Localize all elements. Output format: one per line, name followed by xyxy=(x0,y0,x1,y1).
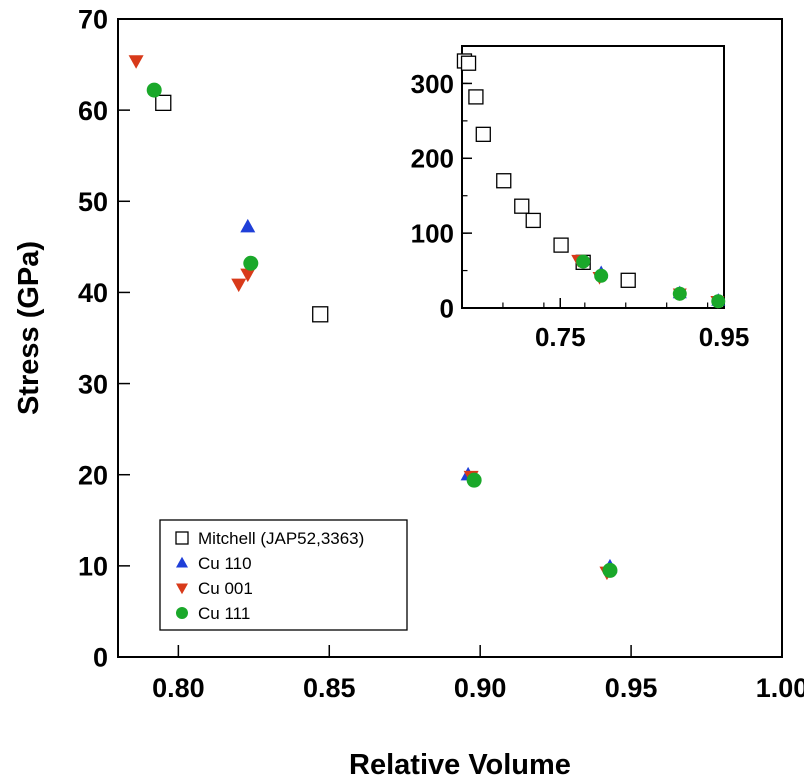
inset-point-cu-111 xyxy=(711,294,726,309)
main-x-tick-label: 0.90 xyxy=(454,673,507,703)
inset-point-mitchell-jap52-3363 xyxy=(553,237,569,253)
main-point-cu-001 xyxy=(240,268,256,283)
main-x-tick-label: 0.85 xyxy=(303,673,356,703)
legend-label-cu-111: Cu 111 xyxy=(198,604,250,623)
inset-y-tick-label: 0 xyxy=(440,293,454,323)
inset-point-mitchell-jap52-3363 xyxy=(525,212,541,229)
main-point-mitchell-jap52-3363 xyxy=(155,94,172,112)
main-y-tick-label: 30 xyxy=(78,369,108,399)
main-y-tick-label: 70 xyxy=(78,5,108,35)
legend-label-cu-110: Cu 110 xyxy=(198,554,252,573)
inset-point-cu-111 xyxy=(672,286,687,301)
inset-point-mitchell-jap52-3363 xyxy=(468,89,484,105)
main-x-tick-label: 0.80 xyxy=(152,673,205,703)
main-frame xyxy=(117,18,783,658)
inset-y-tick-label: 300 xyxy=(411,69,454,99)
main-point-cu-111 xyxy=(146,82,162,98)
main-point-cu-111 xyxy=(602,562,618,578)
main-plot: 0 10 20 30 40 50 60 70 0.80 0.85 0.90 0.95 1.00 Relat… xyxy=(13,5,804,780)
inset-point-cu-111 xyxy=(576,254,591,269)
main-y-tick-label: 50 xyxy=(78,187,108,217)
inset-point-mitchell-jap52-3363 xyxy=(475,126,491,142)
main-series-cu-111 xyxy=(146,82,618,578)
legend-marker-cu-001 xyxy=(176,583,188,595)
legend-label-mitchell-jap52-3363: Mitchell (JAP52,3363) xyxy=(198,529,364,548)
main-y-tick-label: 10 xyxy=(78,552,108,582)
inset-point-mitchell-jap52-3363 xyxy=(514,198,530,214)
legend-label-cu-001: Cu 001 xyxy=(198,579,253,598)
inset-y-tick-label: 200 xyxy=(411,144,454,174)
inset-x-tick-label: 0.95 xyxy=(699,322,750,352)
main-y-tick-label: 20 xyxy=(78,460,108,490)
legend-marker-cu-110 xyxy=(176,556,188,568)
inset-x-tick-label: 0.75 xyxy=(535,322,586,352)
main-point-cu-111 xyxy=(466,472,482,488)
inset-point-mitchell-jap52-3363 xyxy=(460,55,477,71)
legend-box xyxy=(159,519,408,631)
main-x-tick-label: 1.00 xyxy=(756,673,804,703)
inset-point-cu-111 xyxy=(594,268,609,283)
main-point-cu-111 xyxy=(243,255,259,271)
inset-point-mitchell-jap52-3363 xyxy=(620,272,636,288)
main-series-mitchell-jap52-3363 xyxy=(155,94,329,323)
main-y-tick-label: 60 xyxy=(78,96,108,126)
inset-y-tick-label: 100 xyxy=(411,219,454,249)
main-y-tick-label: 0 xyxy=(93,643,108,673)
x-axis-title: Relative Volume xyxy=(349,749,571,780)
legend: Mitchell (JAP52,3363) Cu 110 Cu 001 Cu 111 xyxy=(159,519,408,631)
main-x-tick-label: 0.95 xyxy=(605,673,658,703)
legend-marker-cu-111 xyxy=(176,607,188,619)
main-y-tick-label: 40 xyxy=(78,278,108,308)
legend-marker-mitchell-jap52-3363 xyxy=(175,531,189,545)
inset-point-mitchell-jap52-3363 xyxy=(496,173,512,189)
main-point-cu-001 xyxy=(231,278,247,293)
y-axis-title: Stress (GPa) xyxy=(13,241,45,415)
main-point-mitchell-jap52-3363 xyxy=(312,306,329,323)
main-point-cu-001 xyxy=(128,55,144,69)
main-point-cu-110 xyxy=(240,218,256,233)
inset-series-cu-111 xyxy=(576,254,726,309)
inset-plot: 0 100 200 300 0.75 0.95 xyxy=(411,45,750,352)
